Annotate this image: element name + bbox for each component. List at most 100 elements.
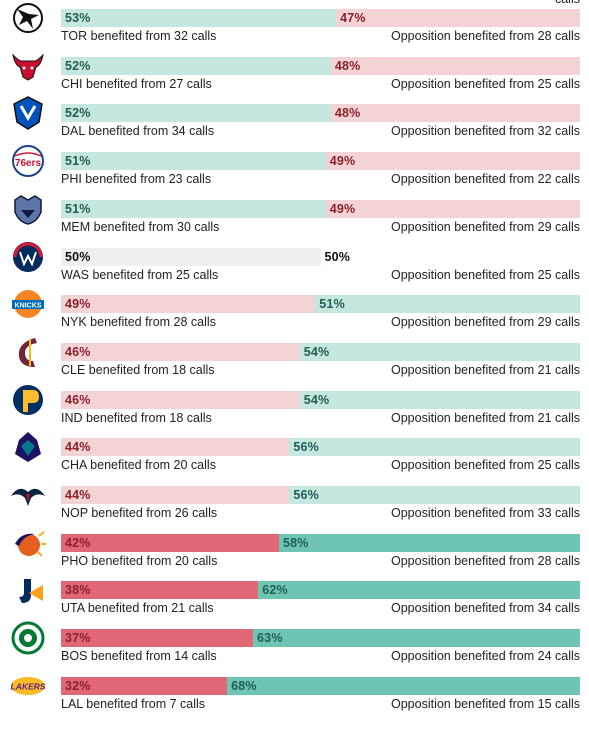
team-pct-label: 42%	[65, 535, 91, 550]
team-share-bar	[61, 295, 316, 314]
split-bar: 44% 56%	[61, 486, 580, 504]
split-bar: 32% 68%	[61, 676, 580, 695]
opposition-pct-label: 62%	[262, 583, 288, 598]
opposition-benefit-text: Opposition benefited from 25 calls	[391, 458, 580, 473]
opposition-benefit-text: Opposition benefited from 24 calls	[391, 649, 580, 664]
opposition-share-bar	[227, 676, 580, 695]
opposition-share-bar	[299, 342, 580, 361]
opposition-share-bar	[325, 199, 580, 218]
team-share-bar	[61, 390, 300, 409]
team-benefit-text: UTA benefited from 21 calls	[61, 601, 214, 616]
team-pct-label: 44%	[65, 440, 91, 455]
team-row: 50% 50% WAS benefited from 25 calls Opposit…	[0, 239, 589, 287]
split-bar: 49% 51%	[61, 295, 580, 314]
team-pct-label: 44%	[65, 488, 91, 502]
team-benefit-text: CLE benefited from 18 calls	[61, 362, 215, 377]
split-bar: 52% 48%	[61, 104, 580, 123]
team-share-bar	[61, 152, 326, 171]
knicks-logo-icon: KNICKS	[12, 290, 44, 319]
opposition-share-bar	[258, 581, 580, 600]
opposition-pct-label: 56%	[293, 440, 319, 455]
team-benefit-text: PHI benefited from 23 calls	[61, 172, 212, 187]
team-share-bar	[61, 629, 254, 648]
opposition-benefit-text: Opposition benefited from 25 calls	[391, 267, 580, 282]
opposition-pct-label: 48%	[334, 106, 361, 121]
team-pct-label: 52%	[65, 58, 91, 73]
team-pct-label: 50%	[65, 249, 91, 264]
wizards-logo-icon	[13, 241, 43, 272]
pelicans-logo-icon	[11, 488, 45, 506]
opposition-pct-label: 48%	[334, 58, 361, 73]
team-row: 53% 47% TOR benefited from 32 calls Opposit…	[0, 0, 589, 48]
opposition-benefit-text: Opposition benefited from 28 calls	[391, 29, 580, 43]
team-benefit-text: IND benefited from 18 calls	[61, 410, 212, 425]
suns-logo-icon	[15, 530, 46, 557]
team-benefit-text: NYK benefited from 28 calls	[61, 315, 216, 330]
team-share-bar	[61, 9, 337, 27]
opposition-pct-label: 49%	[329, 201, 356, 216]
opposition-pct-label: 54%	[303, 392, 330, 407]
opposition-benefit-text: Opposition benefited from 25 calls	[391, 76, 580, 91]
split-bar: 44% 56%	[61, 438, 580, 457]
team-benefit-text: NOP benefited from 26 calls	[61, 506, 218, 520]
opposition-pct-label: 51%	[319, 297, 345, 312]
opposition-share-bar	[289, 486, 580, 504]
team-pct-label: 51%	[65, 154, 91, 169]
cavaliers-logo-icon	[18, 337, 37, 367]
team-row: 51% 49% MEM benefited from 30 calls Opposit…	[0, 191, 589, 239]
team-share-bar	[61, 676, 228, 695]
team-pct-label: 32%	[65, 678, 91, 693]
logo-text: LAKERS	[11, 681, 46, 691]
split-bar: 42% 58%	[61, 533, 580, 552]
76ers-logo-icon: 76ers	[12, 145, 44, 178]
opposition-pct-label: 54%	[303, 344, 330, 359]
team-row: 38% 62% UTA benefited from 21 calls Opposit…	[0, 572, 589, 620]
team-pct-label: 51%	[65, 201, 91, 216]
jazz-logo-icon	[19, 579, 43, 604]
opposition-share-bar	[289, 438, 580, 457]
split-bar: 37% 63%	[61, 629, 580, 648]
team-share-bar	[61, 247, 321, 266]
opposition-benefit-text: Opposition benefited from 21 calls	[391, 362, 580, 377]
opposition-benefit-text: Opposition benefited from 34 calls	[391, 601, 580, 616]
opposition-pct-label: 50%	[324, 249, 351, 264]
logo-text: 76ers	[15, 158, 42, 169]
team-pct-label: 46%	[65, 392, 91, 407]
team-share-bar	[61, 104, 331, 123]
team-share-bar	[61, 486, 290, 504]
opposition-pct-label: 56%	[293, 488, 319, 502]
team-share-bar	[61, 199, 326, 218]
opposition-share-bar	[299, 390, 580, 409]
logo-text: KNICKS	[15, 303, 42, 310]
celtics-logo-icon	[11, 621, 45, 655]
opposition-benefit-text: Opposition benefited from 22 calls	[391, 172, 580, 187]
opposition-benefit-text: Opposition benefited from 15 calls	[391, 696, 580, 711]
team-pct-label: 37%	[65, 631, 91, 646]
team-row: 44% 56% CHA benefited from 20 calls Opposit…	[0, 429, 589, 477]
mavericks-logo-icon	[13, 96, 43, 131]
opposition-benefit-text: Opposition benefited from 29 calls	[391, 219, 580, 234]
team-pct-label: 53%	[65, 11, 91, 25]
team-benefit-text: WAS benefited from 25 calls	[61, 267, 219, 282]
opposition-share-bar	[336, 9, 580, 27]
split-bar: 51% 49%	[61, 199, 580, 218]
split-bar: 52% 48%	[61, 56, 580, 75]
team-benefit-text: DAL benefited from 34 calls	[61, 124, 215, 139]
opposition-share-bar	[330, 56, 580, 75]
hornets-logo-icon	[15, 432, 41, 463]
opposition-share-bar	[315, 295, 580, 314]
team-benefit-text: CHI benefited from 27 calls	[61, 76, 212, 91]
raptors-logo-icon	[13, 3, 43, 33]
opposition-benefit-text: Opposition benefited from 21 calls	[391, 410, 580, 425]
team-share-bar	[61, 342, 300, 361]
team-row: 44% 56% NOP benefited from 26 calls Opposit…	[0, 477, 589, 525]
pacers-logo-icon	[13, 384, 43, 415]
opposition-pct-label: 47%	[340, 11, 366, 25]
split-bar: 38% 62%	[61, 581, 580, 600]
team-benefit-text: CHA benefited from 20 calls	[61, 458, 216, 473]
split-bar: 53% 47%	[61, 9, 580, 27]
team-pct-label: 49%	[65, 297, 91, 312]
opposition-share-bar	[325, 152, 580, 171]
team-row: 42% 58% PHO benefited from 20 calls Opposit…	[0, 525, 589, 573]
team-pct-label: 46%	[65, 344, 91, 359]
